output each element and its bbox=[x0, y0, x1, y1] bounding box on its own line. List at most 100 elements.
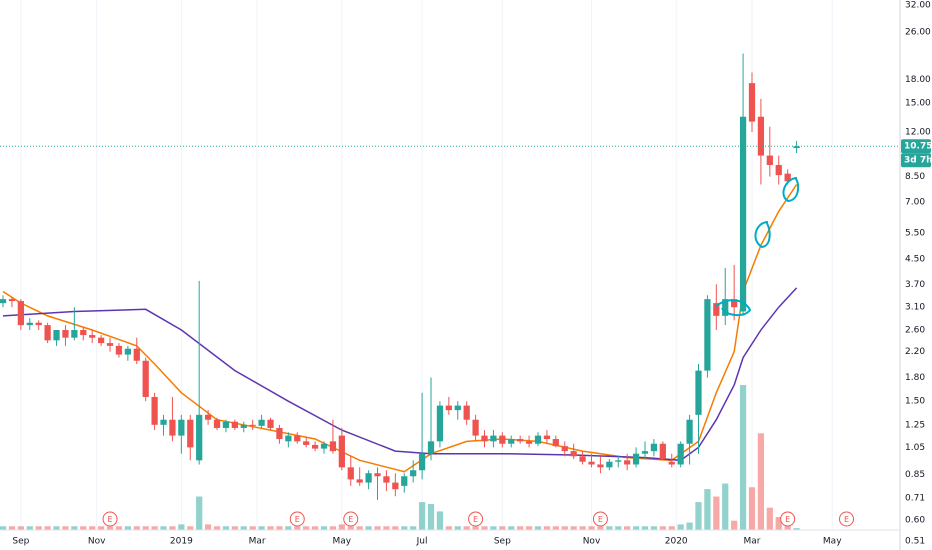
earnings-marker: E bbox=[468, 511, 484, 527]
y-tick-label: 32.00 bbox=[905, 0, 931, 10]
candle-body bbox=[71, 329, 78, 338]
volume-bar bbox=[793, 528, 800, 530]
volume-bar bbox=[383, 526, 390, 530]
candle-body bbox=[739, 116, 747, 312]
candle-body bbox=[615, 460, 622, 462]
candle-body bbox=[570, 451, 577, 457]
candle-body bbox=[240, 424, 247, 428]
volume-bar bbox=[499, 526, 506, 530]
candle-body bbox=[659, 443, 666, 459]
volume-bar bbox=[561, 526, 568, 530]
x-tick-label: Mar bbox=[743, 537, 760, 547]
candle-body bbox=[356, 479, 363, 483]
candle-body bbox=[106, 343, 114, 346]
volume-bar bbox=[311, 526, 319, 530]
candle-body bbox=[454, 405, 461, 411]
volume-bar bbox=[124, 526, 131, 530]
earnings-label: E bbox=[844, 515, 849, 524]
candle-body bbox=[124, 348, 131, 355]
volume-bar bbox=[748, 487, 756, 530]
candle-body bbox=[249, 424, 256, 426]
candle-body bbox=[686, 419, 693, 444]
candle-body bbox=[383, 476, 390, 483]
volume-bar bbox=[187, 526, 194, 530]
candle-body bbox=[311, 444, 319, 449]
candle-body bbox=[650, 443, 658, 452]
drawing-loop bbox=[754, 221, 771, 249]
volume-bar bbox=[615, 526, 622, 530]
y-tick-label: 2.20 bbox=[905, 347, 925, 357]
ma-line bbox=[2, 287, 798, 462]
volume-bar bbox=[418, 502, 426, 530]
volume-bar bbox=[775, 516, 782, 530]
volume-bar bbox=[570, 526, 577, 530]
earnings-label: E bbox=[785, 515, 790, 524]
volume-bar bbox=[410, 526, 417, 530]
x-tick-label: May bbox=[333, 537, 352, 547]
candle-body bbox=[588, 461, 595, 465]
candle-body bbox=[748, 83, 756, 122]
volume-bar bbox=[463, 526, 470, 530]
candle-body bbox=[677, 443, 684, 465]
volume-bar bbox=[525, 526, 533, 530]
x-tick-label: Nov bbox=[88, 537, 106, 547]
volume-bar bbox=[695, 502, 702, 530]
earnings-circle bbox=[468, 511, 484, 527]
candle-body bbox=[142, 360, 149, 397]
volume-bar bbox=[624, 526, 631, 530]
volume-bar bbox=[294, 526, 301, 530]
volume-bar bbox=[213, 526, 221, 530]
volume-bar bbox=[222, 526, 230, 530]
y-tick-label: 3.10 bbox=[905, 303, 925, 313]
y-tick-label: 7.00 bbox=[905, 197, 925, 207]
candle-body bbox=[695, 370, 702, 415]
volume-bar bbox=[436, 511, 444, 530]
candle-body bbox=[285, 435, 292, 442]
y-tick-label: 12.00 bbox=[905, 127, 931, 137]
volume-bar bbox=[365, 526, 372, 530]
volume-bar bbox=[597, 526, 604, 530]
axes: 32.00 26.00 18.00 15.00 12.00 8.50 7.00 5.50 4.5… bbox=[12, 0, 932, 546]
countdown-tag bbox=[901, 153, 931, 168]
candle-body bbox=[89, 335, 96, 338]
price-tag bbox=[901, 139, 931, 154]
volume-bar bbox=[445, 526, 452, 530]
price-tag-label: 10.75 bbox=[904, 142, 932, 152]
volume-bar bbox=[427, 503, 435, 530]
earnings-circle bbox=[102, 511, 118, 527]
candle-body bbox=[410, 470, 417, 477]
candle-body bbox=[151, 396, 158, 425]
volume-bar bbox=[641, 526, 649, 530]
candle-body bbox=[320, 443, 328, 449]
volume-bar bbox=[374, 526, 381, 530]
x-tick-label: Nov bbox=[583, 537, 601, 547]
x-tick-label: Jul bbox=[416, 537, 428, 547]
candle-body bbox=[775, 164, 782, 176]
candle-body bbox=[436, 405, 444, 442]
volume-bar bbox=[196, 496, 203, 530]
volume-bar bbox=[757, 433, 765, 530]
candle-body bbox=[294, 435, 301, 442]
volume-bar bbox=[106, 526, 114, 530]
candle-body bbox=[534, 435, 542, 444]
volume-bar bbox=[71, 526, 78, 530]
volume-bar bbox=[240, 526, 247, 530]
volume bbox=[0, 385, 800, 530]
candle-body bbox=[8, 299, 16, 302]
volume-bar bbox=[517, 526, 524, 530]
volume-bar bbox=[392, 526, 399, 530]
candle-body bbox=[62, 329, 69, 338]
volume-bar bbox=[329, 526, 337, 530]
candle-body bbox=[481, 435, 488, 442]
earnings-marker: E bbox=[592, 511, 608, 527]
candle-body bbox=[579, 456, 586, 462]
candle-body bbox=[641, 451, 649, 454]
candle-body bbox=[338, 435, 345, 468]
earnings-marker: E bbox=[780, 511, 796, 527]
volume-bar bbox=[133, 526, 140, 530]
y-tick-label: 26.00 bbox=[905, 27, 931, 37]
volume-bar bbox=[534, 526, 542, 530]
x-tick-label: 2019 bbox=[170, 537, 193, 547]
